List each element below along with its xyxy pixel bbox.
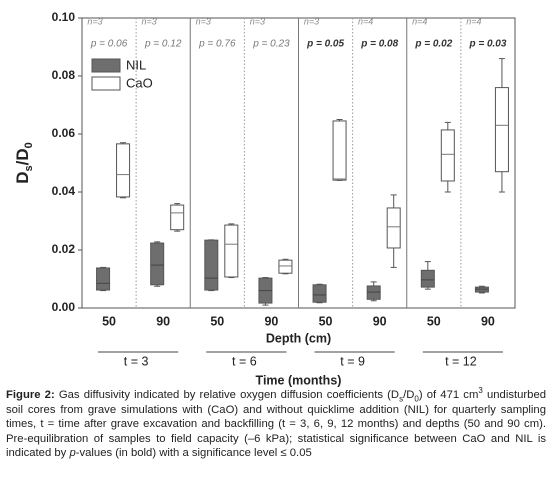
p-annotation: p = 0.08 bbox=[360, 39, 398, 50]
legend-label: NIL bbox=[126, 57, 146, 72]
n-annotation: n=4 bbox=[466, 16, 481, 26]
caption-text: p bbox=[69, 447, 76, 460]
n-annotation: n=3 bbox=[304, 16, 319, 26]
caption: Figure 2: Gas diffusivity indicated by r… bbox=[6, 386, 547, 461]
legend-label: CaO bbox=[126, 75, 153, 90]
p-annotation: p = 0.06 bbox=[90, 39, 128, 50]
caption-text: -values (in bold) with a significance le… bbox=[75, 447, 312, 460]
group-label: t = 3 bbox=[124, 354, 149, 368]
box bbox=[116, 143, 131, 198]
n-annotation: n=4 bbox=[358, 16, 373, 26]
x-axis-label: Depth (cm) bbox=[266, 331, 331, 345]
chart: 0.00 0.02 0.04 0.06 0.08 0.10 Ds/D0 t = 3 t = 6 t… bbox=[13, 10, 516, 387]
box bbox=[312, 284, 327, 303]
y-label-part: s bbox=[23, 165, 35, 171]
y-label-part: D bbox=[13, 171, 32, 183]
x-tick-label: 50 bbox=[319, 314, 333, 328]
box bbox=[224, 224, 239, 278]
box bbox=[170, 204, 185, 231]
y-tick-label: 0.04 bbox=[52, 184, 76, 198]
x-tick-label: 50 bbox=[427, 314, 441, 328]
p-annotation: p = 0.05 bbox=[306, 39, 344, 50]
legend-swatch bbox=[91, 76, 121, 91]
box bbox=[204, 239, 219, 291]
n-annotation: n=3 bbox=[250, 16, 265, 26]
x-tick-label: 50 bbox=[102, 314, 116, 328]
caption-text: /D bbox=[403, 389, 415, 401]
box bbox=[332, 120, 347, 181]
n-annotation: n=4 bbox=[412, 16, 427, 26]
x-tick-label: 90 bbox=[156, 314, 170, 328]
caption-text: ) of 471 cm bbox=[418, 389, 479, 401]
caption-text: 0 bbox=[414, 394, 419, 404]
p-annotation: p = 0.03 bbox=[468, 39, 506, 50]
caption-text: Figure 2: bbox=[6, 389, 55, 401]
caption-text: 3 bbox=[478, 386, 483, 396]
box bbox=[386, 207, 401, 249]
group-label: t = 9 bbox=[340, 354, 365, 368]
y-label-part: 0 bbox=[23, 142, 35, 148]
n-annotation: n=3 bbox=[142, 16, 157, 26]
y-tick-label: 0.08 bbox=[52, 68, 76, 82]
n-annotation: n=3 bbox=[196, 16, 211, 26]
box bbox=[494, 87, 509, 173]
box bbox=[96, 267, 111, 291]
box bbox=[440, 129, 455, 182]
p-annotation: p = 0.02 bbox=[414, 39, 452, 50]
y-tick-label: 0.06 bbox=[52, 126, 76, 140]
x-tick-label: 50 bbox=[210, 314, 224, 328]
group-axis-label: Time (months) bbox=[256, 373, 342, 387]
y-tick-label: 0.10 bbox=[52, 10, 76, 24]
y-label-part: /D bbox=[13, 148, 32, 165]
box bbox=[420, 269, 435, 288]
x-tick-label: 90 bbox=[481, 314, 495, 328]
legend-swatch bbox=[91, 58, 121, 73]
caption-text: undisturbed soil cores from grave simula… bbox=[6, 389, 547, 460]
y-tick-label: 0.02 bbox=[52, 242, 76, 256]
x-tick-label: 90 bbox=[264, 314, 278, 328]
box bbox=[366, 285, 381, 300]
caption-text: Gas diffusivity indicated by relative ox… bbox=[54, 389, 400, 401]
n-annotation: n=3 bbox=[87, 16, 102, 26]
group-label: t = 6 bbox=[232, 354, 257, 368]
x-tick-label: 90 bbox=[373, 314, 387, 328]
box bbox=[278, 259, 293, 274]
p-annotation: p = 0.76 bbox=[198, 39, 236, 50]
y-tick-label: 0.00 bbox=[52, 300, 76, 314]
p-annotation: p = 0.23 bbox=[252, 39, 290, 50]
y-axis-label: Ds/D0 bbox=[13, 142, 34, 184]
box bbox=[150, 242, 165, 286]
group-label: t = 12 bbox=[445, 354, 477, 368]
caption-text: s bbox=[399, 394, 404, 404]
p-annotation: p = 0.12 bbox=[144, 39, 182, 50]
